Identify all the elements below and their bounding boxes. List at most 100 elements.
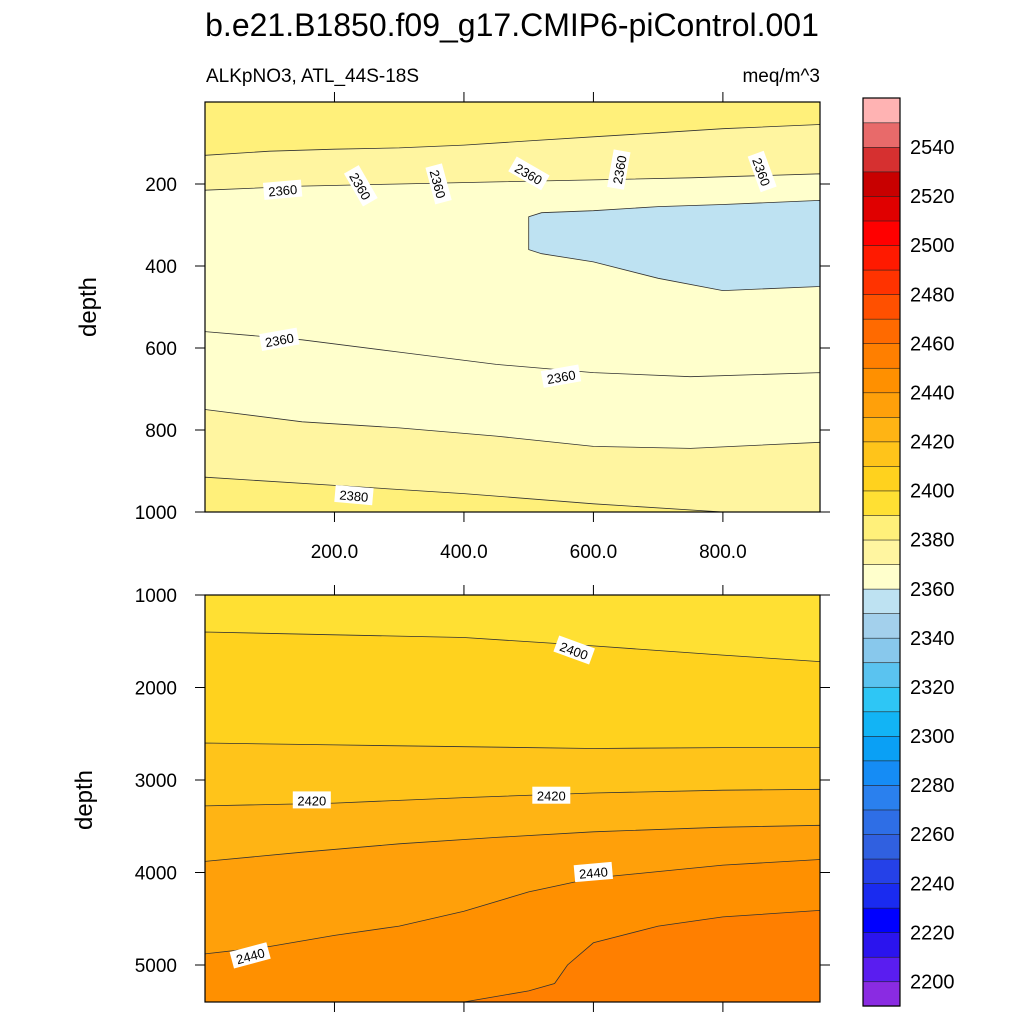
colorbar-box-12: [862, 686, 901, 713]
y-tick-label-lower-3: 4000: [135, 864, 177, 885]
x-tick-label-2: 600.0: [570, 542, 618, 563]
colorbar-box-11: [862, 711, 901, 737]
colorbar-box-29: [862, 269, 901, 295]
contour-label-lower-2: 2420: [532, 786, 571, 804]
colorbar-label-0: 2200: [910, 972, 955, 994]
colorbar-box-5: [862, 858, 901, 884]
svg-text:2440: 2440: [235, 945, 267, 967]
upper-panel: 200 400 600 800 1000 depth 2360 2360 2360 2360 236…: [75, 92, 830, 524]
contour-band-upper-5: [205, 409, 820, 512]
y-axis-title-upper: depth: [75, 277, 102, 337]
colorbar-box-14: [862, 637, 901, 664]
colorbar-box-33: [862, 171, 901, 197]
colorbar-label-8: 2360: [910, 579, 955, 601]
y-tick-label-upper-1: 400: [145, 257, 177, 278]
colorbar-box-21: [862, 465, 901, 492]
chart-title: b.e21.B1850.f09_g17.CMIP6-piControl.001: [205, 7, 819, 43]
colorbar-box-13: [862, 662, 901, 688]
colorbar-box-22: [862, 441, 901, 467]
colorbar-box-6: [862, 833, 901, 860]
colorbar-box-24: [862, 392, 901, 418]
colorbar-box-10: [862, 735, 901, 762]
svg-text:2360: 2360: [610, 154, 630, 185]
svg-text:2440: 2440: [578, 864, 608, 881]
colorbar-box-18: [862, 539, 901, 565]
colorbar-box-16: [862, 588, 901, 614]
contour-label-upper-7: 2360: [540, 364, 582, 388]
colorbar-label-2: 2240: [910, 873, 955, 895]
colorbar-label-3: 2260: [910, 824, 955, 846]
x-tick-label-1: 400.0: [440, 542, 488, 563]
colorbar-box-36: [862, 97, 901, 124]
colorbar-label-12: 2440: [910, 383, 955, 405]
y-tick-label-lower-0: 1000: [135, 586, 177, 607]
colorbar-box-0: [862, 981, 901, 1007]
svg-text:2380: 2380: [339, 487, 369, 504]
svg-text:2360: 2360: [546, 367, 577, 387]
colorbar-label-11: 2420: [910, 432, 955, 454]
y-tick-label-lower-2: 3000: [135, 771, 177, 792]
plot-frame-upper: [204, 101, 821, 513]
colorbar-box-7: [862, 809, 901, 835]
colorbar-label-10: 2400: [910, 481, 955, 503]
colorbar-label-7: 2340: [910, 628, 955, 650]
colorbar: 2200 2220 2240 2260 2280 2300 2320 2340 2360 2380…: [862, 97, 955, 1007]
svg-text:2360: 2360: [264, 330, 295, 350]
contour-band-upper-3: [528, 199, 820, 292]
colorbar-box-9: [862, 760, 901, 786]
colorbar-box-35: [862, 122, 901, 148]
contour-label-upper-4: 2360: [607, 149, 631, 190]
colorbar-box-31: [862, 220, 901, 246]
y-tick-label-lower-1: 2000: [135, 679, 177, 700]
svg-text:2360: 2360: [427, 168, 449, 200]
colorbar-box-30: [862, 244, 901, 271]
variable-label: ALKpNO3, ATL_44S-18S: [206, 66, 419, 87]
contour-label-upper-2: 2360: [425, 163, 452, 205]
colorbar-label-1: 2220: [910, 922, 955, 944]
svg-text:2360: 2360: [268, 182, 298, 199]
y-tick-label-upper-0: 200: [145, 175, 177, 196]
colorbar-box-19: [862, 514, 901, 541]
colorbar-box-28: [862, 294, 901, 320]
svg-text:2420: 2420: [297, 793, 326, 808]
y-tick-label-upper-4: 1000: [135, 503, 177, 524]
colorbar-label-14: 2480: [910, 284, 955, 306]
colorbar-label-13: 2460: [910, 333, 955, 355]
units-label: meq/m^3: [742, 66, 820, 87]
y-tick-label-upper-2: 600: [145, 339, 177, 360]
colorbar-box-15: [862, 613, 901, 639]
contour-band-lower-6: [463, 909, 820, 1002]
contour-label-lower-4: 2440: [229, 942, 271, 969]
colorbar-box-25: [862, 367, 901, 394]
y-axis-title-lower: depth: [71, 770, 98, 830]
colorbar-box-2: [862, 932, 901, 958]
colorbar-box-3: [862, 907, 901, 933]
colorbar-label-4: 2280: [910, 775, 955, 797]
colorbar-label-9: 2380: [910, 530, 955, 552]
colorbar-box-27: [862, 318, 901, 344]
colorbar-label-5: 2300: [910, 726, 955, 748]
contour-label-lower-3: 2440: [573, 861, 614, 883]
colorbar-box-34: [862, 146, 901, 173]
colorbar-box-17: [862, 563, 901, 590]
x-axis-ticks: 200.0 400.0 600.0 800.0: [311, 542, 747, 563]
colorbar-label-16: 2520: [910, 186, 955, 208]
colorbar-box-1: [862, 956, 901, 983]
contour-label-upper-6: 2360: [259, 327, 300, 351]
svg-text:2420: 2420: [537, 789, 566, 804]
y-tick-label-lower-4: 5000: [135, 956, 177, 977]
colorbar-label-15: 2500: [910, 235, 955, 257]
contour-label-upper-8: 2380: [334, 484, 374, 506]
colorbar-frame: [862, 97, 901, 1007]
plot-frame-lower: [204, 594, 821, 1003]
colorbar-box-8: [862, 784, 901, 811]
x-tick-label-0: 200.0: [311, 542, 359, 563]
y-tick-label-upper-3: 800: [145, 421, 177, 442]
colorbar-label-17: 2540: [910, 137, 955, 159]
colorbar-box-23: [862, 416, 901, 443]
contour-label-lower-1: 2420: [292, 791, 331, 809]
contour-label-upper-0: 2360: [262, 179, 303, 200]
colorbar-label-6: 2320: [910, 677, 955, 699]
colorbar-box-32: [862, 195, 901, 222]
